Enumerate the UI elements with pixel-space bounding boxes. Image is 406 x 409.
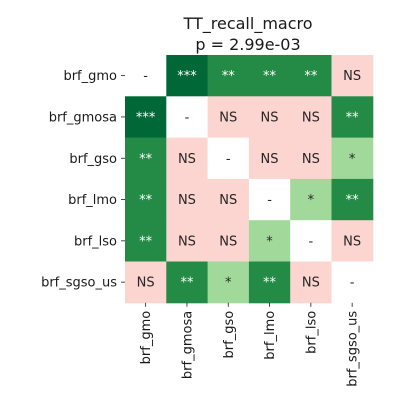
heatmap-cell-label: NS xyxy=(219,110,237,125)
heatmap-cell-label: NS xyxy=(302,110,320,125)
heatmap-cell xyxy=(248,96,291,139)
column-tick-label: brf_sgso_us xyxy=(346,311,361,387)
heatmap-cell-label: NS xyxy=(302,276,320,291)
heatmap-cell xyxy=(166,96,209,139)
heatmap-cell-label: NS xyxy=(137,276,155,291)
column-tick-label: brf_gmosa xyxy=(180,311,195,379)
heatmap-cell-label: ** xyxy=(346,110,360,125)
heatmap-cell-label: - xyxy=(185,110,190,125)
row-tick-label: brf_sgso_us xyxy=(41,276,117,291)
heatmap-cell-label: ** xyxy=(304,69,318,84)
heatmap-cell-label: NS xyxy=(178,193,196,208)
heatmap-cell-label: ** xyxy=(139,152,153,167)
heatmap-cell xyxy=(207,178,250,221)
heatmap-cell-label: ** xyxy=(263,276,277,291)
heatmap-cell xyxy=(207,55,250,97)
heatmap-cell xyxy=(125,220,167,262)
heatmap-cell-label: ** xyxy=(139,193,153,208)
heatmap-cell-label: NS xyxy=(178,234,196,249)
heatmap-cell xyxy=(125,96,167,139)
heatmap-cell xyxy=(331,96,374,139)
heatmap-cell-label: NS xyxy=(219,193,237,208)
heatmap-cell xyxy=(166,55,209,97)
heatmap-cell-label: - xyxy=(308,234,313,249)
heatmap-cell xyxy=(207,220,250,262)
heatmap-cell xyxy=(331,261,374,304)
heatmap-cell xyxy=(290,261,332,304)
heatmap-cell-label: * xyxy=(349,152,356,167)
heatmap-cell-label: NS xyxy=(343,69,361,84)
heatmap-cell-label: - xyxy=(143,69,148,84)
column-tick-label: brf_lso xyxy=(304,311,319,354)
heatmap-cell xyxy=(125,55,167,97)
heatmap-cell xyxy=(331,220,374,262)
heatmap-cell xyxy=(290,55,332,97)
heatmap-cells: - *** ** ** ** NS*** - NS NS NS **** NS - NS NS *** NS NS… xyxy=(125,55,374,304)
heatmap-cell xyxy=(290,137,332,180)
row-tick-label: brf_gmo xyxy=(63,69,117,84)
heatmap-cell xyxy=(248,261,291,304)
column-tick-label: brf_lmo xyxy=(263,311,278,360)
heatmap-cell xyxy=(290,96,332,139)
heatmap-cell-label: - xyxy=(226,152,231,167)
heatmap-cell-label: ** xyxy=(263,69,277,84)
heatmap-cell xyxy=(207,261,250,304)
heatmap-cell-label: NS xyxy=(219,234,237,249)
heatmap-cell-label: *** xyxy=(177,69,197,84)
column-tick-label: brf_gso xyxy=(222,311,237,359)
heatmap-cell xyxy=(166,137,209,180)
heatmap-cell xyxy=(125,261,167,304)
chart-title: TT_recall_macro xyxy=(182,14,312,34)
row-tick-label: brf_lso xyxy=(74,234,117,249)
heatmap-cell xyxy=(248,137,291,180)
row-tick-label: brf_gso xyxy=(69,152,117,167)
heatmap-cell xyxy=(166,220,209,262)
heatmap-cell-label: * xyxy=(266,234,273,249)
heatmap-cell-label: ** xyxy=(222,69,236,84)
heatmap-cell-label: NS xyxy=(178,152,196,167)
heatmap-cell-label: * xyxy=(308,193,315,208)
heatmap-cell xyxy=(125,137,167,180)
heatmap-cell-label: * xyxy=(225,276,232,291)
heatmap-cell xyxy=(248,220,291,262)
column-tick-label: brf_gmo xyxy=(139,311,154,365)
heatmap-cell xyxy=(248,55,291,97)
heatmap-cell xyxy=(331,178,374,221)
heatmap-cell-label: NS xyxy=(302,152,320,167)
row-tick-labels: brf_gmo brf_gmosa brf_gso brf_lmo brf_lsobrf… xyxy=(41,69,125,291)
heatmap-cell-label: NS xyxy=(261,152,279,167)
row-tick-label: brf_gmosa xyxy=(49,110,117,125)
heatmap-cell xyxy=(290,178,332,221)
heatmap-cell xyxy=(207,96,250,139)
heatmap-cell-label: *** xyxy=(136,110,156,125)
heatmap-cell xyxy=(125,178,167,221)
heatmap-cell-label: ** xyxy=(180,276,194,291)
heatmap-cell xyxy=(290,220,332,262)
heatmap-cell-label: ** xyxy=(139,234,153,249)
heatmap-cell xyxy=(166,178,209,221)
heatmap-cell xyxy=(248,178,291,221)
heatmap-cell-label: - xyxy=(350,276,355,291)
heatmap-cell xyxy=(331,137,374,180)
heatmap-cell-label: - xyxy=(267,193,272,208)
heatmap-cell xyxy=(166,261,209,304)
heatmap-cell xyxy=(207,137,250,180)
column-tick-labels: brf_gmo brf_gmosa brf_gso brf_lmo brf_lso brf… xyxy=(139,302,361,387)
heatmap-cell xyxy=(331,55,374,97)
chart-subtitle: p = 2.99e-03 xyxy=(195,35,300,54)
heatmap-cell-label: NS xyxy=(343,234,361,249)
heatmap-cell-label: ** xyxy=(346,193,360,208)
heatmap-cell-label: NS xyxy=(261,110,279,125)
row-tick-label: brf_lmo xyxy=(68,193,117,208)
